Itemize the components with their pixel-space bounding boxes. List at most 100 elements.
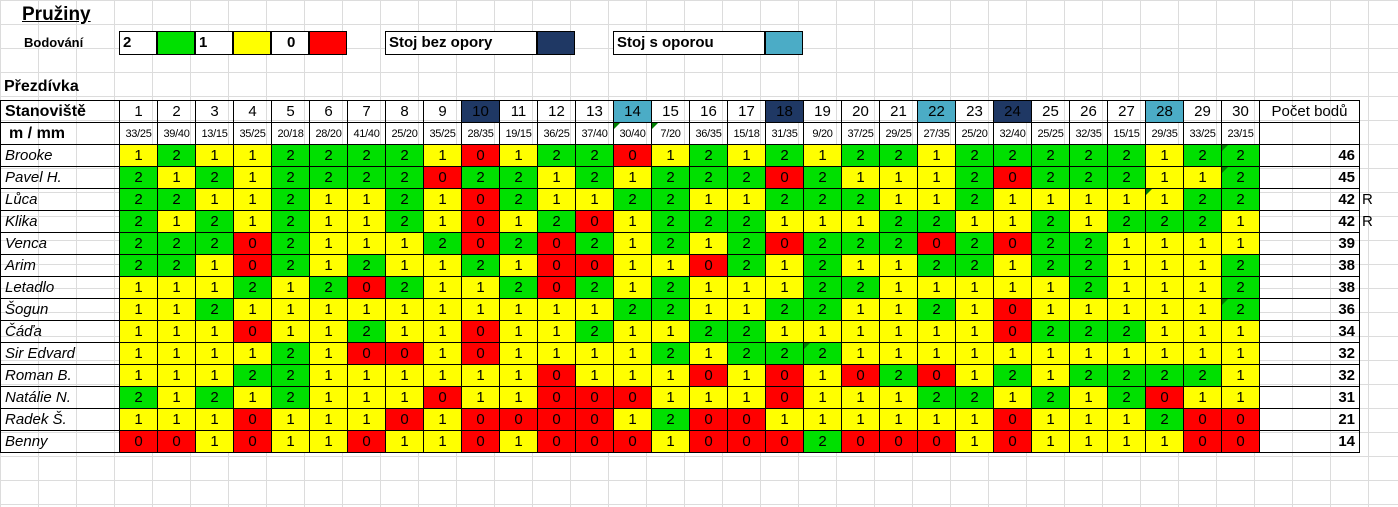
score-cell[interactable]: 2 <box>727 320 766 343</box>
score-cell[interactable]: 1 <box>119 408 158 431</box>
score-cell[interactable]: 0 <box>233 232 272 255</box>
score-cell[interactable]: 0 <box>879 430 918 453</box>
score-cell[interactable]: 1 <box>309 298 348 321</box>
score-cell[interactable]: 1 <box>1183 342 1222 365</box>
player-name[interactable]: Benny <box>0 430 120 453</box>
score-cell[interactable]: 0 <box>461 408 500 431</box>
total-points[interactable]: 14 <box>1259 430 1360 453</box>
score-cell[interactable]: 2 <box>1031 210 1070 233</box>
score-cell[interactable]: 1 <box>309 254 348 277</box>
score-cell[interactable]: 1 <box>461 276 500 299</box>
station-number[interactable]: 7 <box>347 100 386 123</box>
score-cell[interactable]: 2 <box>879 210 918 233</box>
score-cell[interactable]: 1 <box>1183 254 1222 277</box>
score-cell[interactable]: 1 <box>803 320 842 343</box>
score-cell[interactable]: 1 <box>1069 298 1108 321</box>
score-cell[interactable]: 0 <box>727 408 766 431</box>
score-cell[interactable]: 0 <box>537 408 576 431</box>
station-number[interactable]: 10 <box>461 100 500 123</box>
score-cell[interactable]: 2 <box>803 254 842 277</box>
score-cell[interactable]: 0 <box>423 166 462 189</box>
score-cell[interactable]: 1 <box>537 320 576 343</box>
station-distance[interactable]: 31/35 <box>765 122 804 145</box>
score-cell[interactable]: 1 <box>1107 408 1146 431</box>
score-cell[interactable]: 0 <box>347 430 386 453</box>
score-cell[interactable]: 0 <box>993 320 1032 343</box>
score-cell[interactable]: 1 <box>651 144 690 167</box>
station-number[interactable]: 9 <box>423 100 462 123</box>
score-cell[interactable]: 1 <box>689 386 728 409</box>
score-cell[interactable]: 2 <box>765 342 804 365</box>
score-cell[interactable]: 1 <box>157 386 196 409</box>
score-cell[interactable]: 2 <box>271 342 310 365</box>
score-cell[interactable]: 2 <box>347 254 386 277</box>
score-cell[interactable]: 0 <box>689 430 728 453</box>
score-cell[interactable]: 0 <box>1145 386 1184 409</box>
score-cell[interactable]: 1 <box>1183 232 1222 255</box>
score-cell[interactable]: 0 <box>461 232 500 255</box>
score-cell[interactable]: 1 <box>1145 144 1184 167</box>
station-distance[interactable]: 20/18 <box>271 122 310 145</box>
total-points[interactable]: 32 <box>1259 342 1360 365</box>
score-cell[interactable]: 0 <box>119 430 158 453</box>
station-distance[interactable]: 9/20 <box>803 122 842 145</box>
score-cell[interactable]: 0 <box>157 430 196 453</box>
player-name[interactable]: Arim <box>0 254 120 277</box>
score-cell[interactable]: 0 <box>461 144 500 167</box>
score-cell[interactable]: 0 <box>727 430 766 453</box>
score-cell[interactable]: 2 <box>1069 364 1108 387</box>
score-cell[interactable]: 2 <box>803 232 842 255</box>
score-cell[interactable]: 2 <box>841 232 880 255</box>
player-name[interactable]: Klika <box>0 210 120 233</box>
score-cell[interactable]: 1 <box>1031 430 1070 453</box>
score-cell[interactable]: 2 <box>575 232 614 255</box>
score-cell[interactable]: 2 <box>955 188 994 211</box>
score-cell[interactable]: 1 <box>841 386 880 409</box>
score-cell[interactable]: 1 <box>347 408 386 431</box>
score-cell[interactable]: 2 <box>803 298 842 321</box>
score-cell[interactable]: 2 <box>157 188 196 211</box>
score-cell[interactable]: 1 <box>233 298 272 321</box>
score-cell[interactable]: 1 <box>157 210 196 233</box>
score-cell[interactable]: 2 <box>271 254 310 277</box>
score-cell[interactable]: 2 <box>689 320 728 343</box>
score-cell[interactable]: 1 <box>765 210 804 233</box>
score-cell[interactable]: 2 <box>879 364 918 387</box>
score-cell[interactable]: 2 <box>993 364 1032 387</box>
score-cell[interactable]: 0 <box>575 386 614 409</box>
score-cell[interactable]: 0 <box>575 254 614 277</box>
score-cell[interactable]: 2 <box>1031 320 1070 343</box>
score-cell[interactable]: 0 <box>537 254 576 277</box>
score-cell[interactable]: 2 <box>271 210 310 233</box>
score-cell[interactable]: 1 <box>1031 408 1070 431</box>
score-cell[interactable]: 1 <box>993 386 1032 409</box>
score-cell[interactable]: 2 <box>271 166 310 189</box>
score-cell[interactable]: 2 <box>651 166 690 189</box>
score-cell[interactable]: 0 <box>917 364 956 387</box>
score-cell[interactable]: 1 <box>651 386 690 409</box>
score-cell[interactable]: 1 <box>1183 320 1222 343</box>
score-cell[interactable]: 2 <box>613 298 652 321</box>
station-distance[interactable]: 32/40 <box>993 122 1032 145</box>
score-cell[interactable]: 2 <box>651 188 690 211</box>
score-cell[interactable]: 1 <box>1221 364 1260 387</box>
score-cell[interactable]: 1 <box>575 364 614 387</box>
station-number[interactable]: 1 <box>119 100 158 123</box>
score-cell[interactable]: 2 <box>1221 254 1260 277</box>
score-cell[interactable]: 0 <box>765 166 804 189</box>
score-cell[interactable]: 1 <box>1031 276 1070 299</box>
station-number[interactable]: 16 <box>689 100 728 123</box>
score-cell[interactable]: 1 <box>1069 386 1108 409</box>
total-points[interactable]: 32 <box>1259 364 1360 387</box>
legend-stoj-bez-opory-swatch[interactable] <box>537 31 575 55</box>
score-cell[interactable]: 1 <box>613 276 652 299</box>
score-cell[interactable]: 1 <box>917 166 956 189</box>
score-cell[interactable]: 1 <box>1145 254 1184 277</box>
score-cell[interactable]: 1 <box>271 408 310 431</box>
station-distance[interactable]: 25/20 <box>955 122 994 145</box>
score-cell[interactable]: 1 <box>651 430 690 453</box>
station-number[interactable]: 13 <box>575 100 614 123</box>
score-cell[interactable]: 1 <box>461 364 500 387</box>
station-distance[interactable]: 35/25 <box>233 122 272 145</box>
score-cell[interactable]: 2 <box>765 144 804 167</box>
